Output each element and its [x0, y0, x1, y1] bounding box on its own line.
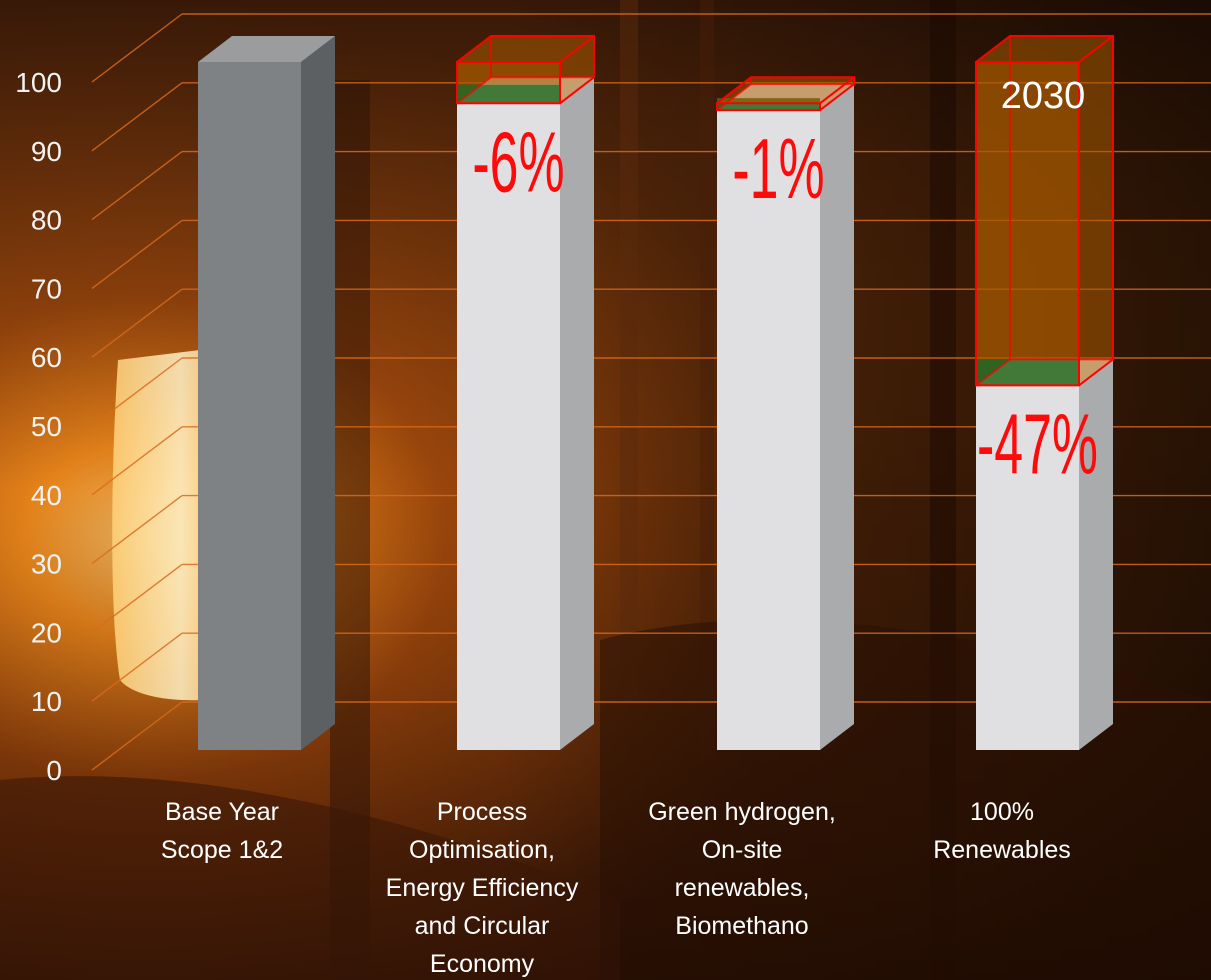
labels: -6% -1% -47% Base Year Scope 1&2 Process Optim…: [161, 114, 1098, 978]
gridline-depth: [91, 563, 183, 633]
gridline-depth: [91, 219, 183, 289]
gridline-depth: [91, 288, 183, 358]
y-tick-label: 0: [46, 755, 62, 786]
category-label: 100% Renewables: [933, 798, 1071, 864]
gridline-depth: [91, 426, 183, 496]
reduction-label: -6%: [472, 114, 564, 209]
reduction-box-3: [975, 35, 1114, 387]
y-tick-label: 80: [31, 205, 62, 236]
gridline-depth: [91, 151, 183, 221]
y-axis-ticks: 0 10 20 30 40 50 60 70 80 90 100: [15, 67, 62, 786]
y-tick-label: 20: [31, 617, 62, 648]
category-label: Process Optimisation, Energy Efficiency and…: [386, 798, 579, 978]
y-tick-label: 70: [31, 273, 62, 304]
bar-3: [976, 359, 1113, 750]
reduction-label: -1%: [732, 121, 824, 216]
year-label: 2030: [1001, 75, 1086, 117]
y-tick-label: 100: [15, 67, 62, 98]
y-tick-label: 90: [31, 136, 62, 167]
category-label: Base Year Scope 1&2: [161, 798, 283, 864]
y-tick-label: 50: [31, 411, 62, 442]
gridline-depth: [91, 632, 183, 702]
y-tick-label: 40: [31, 480, 62, 511]
reduction-box-2: [716, 76, 855, 112]
bars: [198, 35, 1114, 750]
y-tick-label: 60: [31, 342, 62, 373]
gridline-depth: [91, 357, 183, 427]
bar-base-year: [198, 36, 335, 750]
bar-1: [457, 77, 594, 750]
gridline-depth: [91, 82, 183, 152]
y-tick-label: 10: [31, 686, 62, 717]
bar-2: [717, 84, 854, 750]
gridline-depth: [91, 13, 183, 83]
reduction-label: -47%: [977, 396, 1098, 491]
y-tick-label: 30: [31, 549, 62, 580]
gridline-depth: [91, 495, 183, 565]
gridline-depth: [91, 701, 183, 771]
category-label: Green hydrogen, On-site renewables, Biometh…: [648, 798, 836, 940]
reduction-box-1: [456, 35, 595, 105]
